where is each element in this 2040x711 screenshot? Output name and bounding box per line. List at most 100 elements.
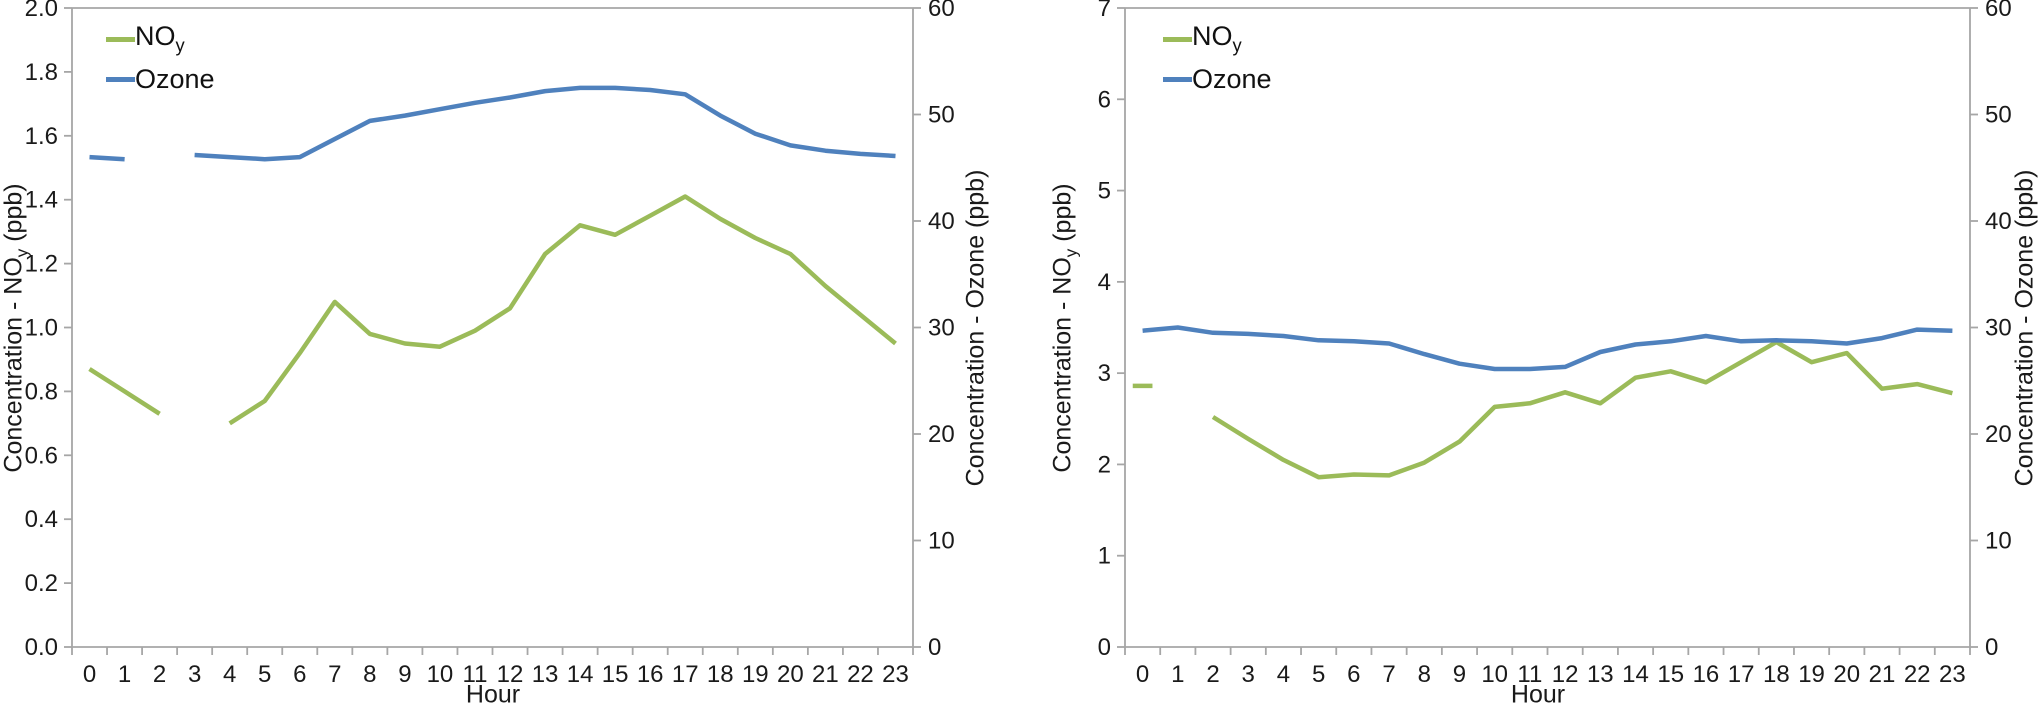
x-tick-label: 9 (1453, 661, 1466, 688)
x-tick-label: 2 (153, 661, 166, 688)
legend-item-ozone: Ozone (1163, 62, 1272, 96)
x-tick-label: 7 (1382, 661, 1395, 688)
left-y-tick-label: 7 (1098, 0, 1111, 22)
x-tick-label: 6 (1347, 661, 1360, 688)
x-tick-label: 1 (1171, 661, 1184, 688)
x-tick-label: 16 (1693, 661, 1720, 688)
x-tick-label: 22 (1904, 661, 1931, 688)
ozone-legend-swatch (1163, 76, 1192, 82)
x-tick-label: 10 (1481, 661, 1508, 688)
x-tick-label: 5 (258, 661, 271, 688)
right-y-tick-label: 60 (928, 0, 955, 22)
x-tick-label: 21 (1869, 661, 1896, 688)
left-y-axis-title-suffix: (ppb) (1048, 183, 1077, 249)
x-tick-label: 6 (293, 661, 306, 688)
x-tick-label: 2 (1206, 661, 1219, 688)
left-y-axis-title-text: Concentration - NO (0, 257, 28, 473)
left-y-tick-label: 0.0 (25, 634, 58, 661)
right-y-tick-label: 40 (928, 208, 955, 235)
noy-legend-label: NOy (1192, 21, 1242, 56)
ozone-legend-swatch (106, 76, 135, 82)
noy-line (1211, 339, 1953, 480)
left-y-axis-title-suffix: (ppb) (0, 183, 28, 249)
left-y-axis-title-subscript: y (12, 248, 32, 258)
left-y-tick-label: 1.0 (25, 315, 58, 342)
right-y-tick-label: 0 (928, 634, 941, 661)
x-tick-label: 11 (1517, 661, 1542, 688)
left-y-tick-label: 0 (1098, 634, 1111, 661)
left-y-axis-title: Concentration - NOy (ppb) (1049, 183, 1082, 472)
x-tick-label: 18 (1763, 661, 1790, 688)
right-y-tick-label: 10 (1985, 528, 2012, 555)
left-y-tick-label: 2 (1098, 451, 1111, 478)
ozone-legend-label: Ozone (1192, 63, 1272, 94)
left-y-axis-title-subscript: y (1061, 248, 1081, 258)
x-tick-label: 20 (1833, 661, 1860, 688)
x-tick-label: 0 (83, 661, 96, 688)
ozone-legend-label: Ozone (135, 63, 215, 94)
x-tick-label: 20 (777, 661, 804, 688)
left-y-tick-label: 4 (1098, 269, 1111, 296)
x-tick-label: 8 (363, 661, 376, 688)
x-tick-label: 1 (118, 661, 131, 688)
x-tick-label: 9 (398, 661, 411, 688)
x-tick-label: 12 (497, 661, 524, 688)
right-y-tick-label: 30 (928, 315, 955, 342)
noy-legend-swatch (106, 36, 135, 42)
x-tick-label: 13 (1587, 661, 1614, 688)
x-axis-title: Hour (465, 680, 521, 709)
x-tick-label: 16 (637, 661, 664, 688)
right-y-tick-label: 50 (928, 102, 955, 129)
left-y-tick-label: 3 (1098, 360, 1111, 387)
plot-area-svg-left: 0 1 2 3 4 5 6 7 8 9 10 11 12 13 14 15 16 17 18 19 20 21 22 230.… (25, 0, 955, 688)
noy-line (228, 194, 897, 426)
chart-right: 0 1 2 3 4 5 6 7 8 9 10 11 12 13 14 15 16 17 18 19 20 21 22 23 0 1… (1020, 0, 2040, 711)
x-tick-label: 12 (1552, 661, 1579, 688)
x-tick-label: 19 (1798, 661, 1825, 688)
right-y-tick-label: 40 (1985, 208, 2012, 235)
x-tick-label: 17 (672, 661, 699, 688)
right-y-tick-label: 30 (1985, 315, 2012, 342)
right-y-tick-label: 20 (1985, 421, 2012, 448)
x-tick-label: 22 (847, 661, 874, 688)
x-tick-label: 4 (223, 661, 236, 688)
x-tick-label: 3 (1242, 661, 1255, 688)
noy-legend-label: NOy (135, 21, 185, 56)
left-y-tick-label: 6 (1098, 86, 1111, 113)
right-y-tick-label: 20 (928, 421, 955, 448)
x-tick-label: 11 (463, 661, 488, 688)
right-y-tick-label: 0 (1985, 634, 1998, 661)
right-y-axis-title: Concentration - Ozone (ppb) (2010, 169, 2039, 487)
noy-line (88, 367, 161, 416)
legend-item-noy: NOy (106, 22, 185, 56)
left-y-tick-label: 1.8 (25, 59, 58, 86)
x-tick-label: 14 (567, 661, 594, 688)
x-axis-title: Hour (1510, 680, 1566, 709)
ozone-line (194, 85, 896, 162)
x-tick-label: 17 (1728, 661, 1755, 688)
left-y-tick-label: 5 (1098, 178, 1111, 205)
chart-left: 0 1 2 3 4 5 6 7 8 9 10 11 12 13 14 15 16 17 18 19 20 21 22 23 0.… (0, 0, 990, 709)
x-tick-label: 13 (532, 661, 559, 688)
x-tick-label: 7 (328, 661, 341, 688)
x-tick-label: 18 (707, 661, 734, 688)
left-y-tick-label: 0.4 (25, 506, 58, 533)
left-y-tick-label: 0.2 (25, 570, 58, 597)
x-tick-label: 23 (882, 661, 909, 688)
ozone-line (89, 154, 125, 162)
legend-item-noy: NOy (1163, 22, 1242, 56)
x-tick-label: 19 (742, 661, 769, 688)
x-tick-label: 0 (1136, 661, 1149, 688)
x-tick-label: 10 (427, 661, 454, 688)
left-y-tick-label: 0.6 (25, 442, 58, 469)
x-tick-label: 14 (1622, 661, 1649, 688)
x-tick-label: 3 (188, 661, 201, 688)
x-tick-label: 21 (812, 661, 839, 688)
x-tick-label: 23 (1939, 661, 1966, 688)
x-tick-label: 4 (1277, 661, 1290, 688)
left-y-tick-label: 1 (1098, 543, 1111, 570)
x-tick-label: 15 (1657, 661, 1684, 688)
left-y-tick-label: 1.6 (25, 123, 58, 150)
right-y-tick-label: 60 (1985, 0, 2012, 22)
left-y-tick-label: 1.4 (25, 187, 58, 214)
